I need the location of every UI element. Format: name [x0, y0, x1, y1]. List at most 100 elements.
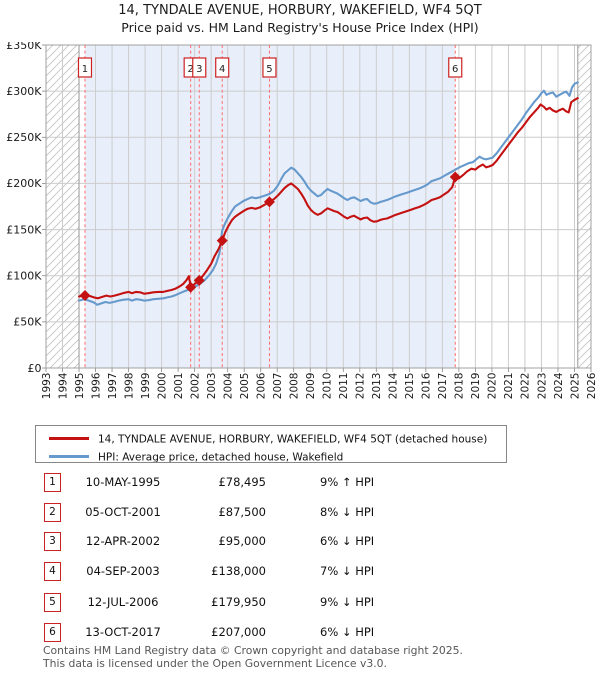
y-tick-label: £250K — [6, 131, 42, 144]
no-data-hatch-right — [577, 45, 591, 368]
x-tick-label: 2003 — [206, 373, 218, 400]
y-tick-label: £300K — [6, 85, 42, 98]
sale-date: 05-OCT-2001 — [85, 504, 161, 519]
table-row: 3 12-APR-2002 £95,000 6% ↓ HPI — [0, 532, 600, 552]
x-tick-label: 2022 — [520, 373, 532, 400]
y-tick-label: £50K — [13, 316, 42, 329]
x-tick-label: 2009 — [305, 373, 317, 400]
table-row: 4 04-SEP-2003 £138,000 7% ↓ HPI — [0, 561, 600, 582]
page-title: 14, TYNDALE AVENUE, HORBURY, WAKEFIELD, … — [118, 3, 482, 18]
x-tick-label: 1995 — [74, 373, 86, 400]
table-row: 1 10-MAY-1995 £78,495 9% ↑ HPI — [0, 473, 600, 493]
hpi-line — [77, 81, 579, 306]
sale-badge-3 — [192, 57, 207, 78]
x-tick-label: 1994 — [57, 372, 69, 399]
page-subtitle: Price paid vs. HM Land Registry's House … — [121, 20, 479, 35]
legend-label: 14, TYNDALE AVENUE, HORBURY, WAKEFIELD, … — [98, 433, 488, 446]
x-tick-label: 2006 — [256, 372, 268, 399]
sale-date: 12-JUL-2006 — [87, 595, 159, 609]
sale-marker-1 — [79, 290, 91, 302]
x-tick-label: 2017 — [437, 373, 449, 400]
x-tick-label: 1993 — [41, 373, 53, 400]
sale-hpi-delta: 7% ↓ HPI — [320, 563, 375, 578]
sale-price: £87,500 — [218, 504, 266, 519]
x-tick-label: 2004 — [223, 372, 235, 399]
y-tick-label: £350K — [6, 42, 42, 52]
legend-item-property: 14, TYNDALE AVENUE, HORBURY, WAKEFIELD, … — [36, 429, 506, 446]
sale-price: £95,000 — [218, 534, 266, 548]
x-tick-label: 2024 — [553, 372, 565, 399]
sale-price: £207,000 — [211, 624, 266, 639]
sale-marker-4 — [216, 235, 228, 247]
sale-marker-2 — [185, 281, 197, 293]
sale-number-badge: 1 — [44, 473, 61, 492]
sale-number-badge: 6 — [44, 622, 61, 642]
chart-legend: 14, TYNDALE AVENUE, HORBURY, WAKEFIELD, … — [35, 425, 507, 463]
x-tick-label: 2007 — [272, 373, 284, 400]
sale-date: 10-MAY-1995 — [85, 475, 161, 489]
sale-hpi-delta: 9% ↑ HPI — [320, 475, 375, 489]
sale-number-badge: 4 — [44, 561, 61, 581]
x-tick-label: 2008 — [289, 373, 301, 400]
sale-price: £179,950 — [211, 595, 266, 609]
sale-badge-number: 3 — [196, 64, 202, 75]
license-footer: Contains HM Land Registry data © Crown c… — [43, 644, 583, 670]
price-chart: 1993 1994 1995 1996 1997 1998 1999 2000 2001 2002… — [6, 42, 598, 400]
legend-label: HPI: Average price, detached house, Wake… — [98, 451, 344, 463]
sale-hpi-delta: 9% ↓ HPI — [320, 595, 375, 609]
x-tick-label: 2026 — [586, 372, 598, 399]
property-line-swatch — [49, 436, 89, 440]
sale-price: £78,495 — [218, 475, 266, 489]
y-tick-label: £100K — [6, 270, 42, 283]
x-tick-label: 2010 — [322, 373, 334, 400]
sale-badge-number: 2 — [187, 64, 193, 75]
x-tick-label: 2014 — [388, 372, 400, 399]
sale-badge-number: 5 — [266, 64, 272, 75]
x-tick-label: 2016 — [421, 372, 433, 399]
sale-badge-4 — [215, 57, 230, 78]
property-price-line — [77, 97, 579, 300]
sale-number-badge: 2 — [44, 502, 61, 522]
x-tick-label: 2011 — [338, 373, 350, 400]
x-tick-label: 2012 — [355, 373, 367, 400]
x-tick-label: 2002 — [189, 373, 201, 400]
sale-badge-1 — [77, 57, 93, 78]
sale-number-badge: 5 — [44, 593, 61, 612]
y-tick-label: £0 — [28, 362, 42, 375]
sale-marker-5 — [263, 196, 275, 208]
sale-badge-5 — [262, 57, 277, 78]
sale-date: 04-SEP-2003 — [86, 563, 160, 578]
sale-badge-number: 1 — [82, 64, 88, 75]
x-tick-label: 2019 — [470, 373, 482, 400]
sale-marker-6 — [449, 171, 461, 183]
x-tick-label: 2000 — [156, 373, 168, 400]
table-row: 6 13-OCT-2017 £207,000 6% ↓ HPI — [0, 622, 600, 643]
hpi-line-swatch — [49, 454, 89, 458]
sale-price: £138,000 — [211, 563, 266, 578]
sale-hpi-delta: 6% ↓ HPI — [320, 534, 375, 548]
table-row: 2 05-OCT-2001 £87,500 8% ↓ HPI — [0, 502, 600, 523]
sale-hpi-delta: 6% ↓ HPI — [320, 624, 375, 639]
x-tick-label: 2013 — [371, 373, 383, 400]
x-tick-label: 2015 — [404, 373, 416, 400]
x-tick-label: 1998 — [123, 373, 135, 400]
x-tick-label: 1997 — [107, 373, 119, 400]
x-tick-label: 2018 — [454, 373, 466, 400]
sale-marker-3 — [193, 274, 205, 286]
x-tick-label: 1999 — [140, 373, 152, 400]
sale-date: 12-APR-2002 — [85, 534, 161, 548]
y-tick-label: £200K — [6, 177, 42, 190]
x-tick-label: 2025 — [569, 373, 581, 400]
sale-hpi-delta: 8% ↓ HPI — [320, 504, 375, 519]
x-tick-label: 2001 — [173, 373, 185, 400]
x-tick-label: 2020 — [487, 373, 499, 400]
x-tick-label: 2005 — [239, 373, 251, 400]
footer-line1: Contains HM Land Registry data © Crown c… — [43, 644, 463, 657]
y-tick-label: £150K — [6, 223, 42, 236]
legend-item-hpi: HPI: Average price, detached house, Wake… — [36, 447, 506, 462]
x-tick-label: 1996 — [90, 372, 102, 399]
sale-badge-number: 6 — [452, 64, 458, 75]
footer-line2: This data is licensed under the Open Gov… — [43, 656, 387, 670]
sale-date: 13-OCT-2017 — [85, 624, 161, 639]
